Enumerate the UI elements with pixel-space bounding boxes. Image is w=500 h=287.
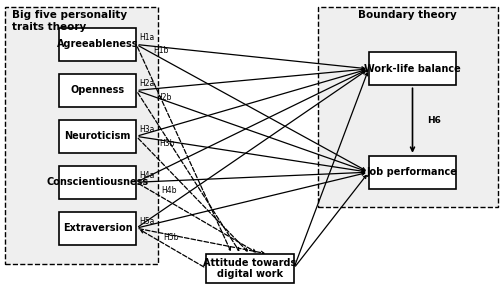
Text: H5a: H5a bbox=[139, 217, 154, 226]
Text: H1b: H1b bbox=[154, 46, 169, 55]
Text: Job performance: Job performance bbox=[367, 167, 458, 177]
Text: H3a: H3a bbox=[139, 125, 154, 134]
FancyBboxPatch shape bbox=[59, 28, 136, 61]
Text: H1a: H1a bbox=[139, 33, 154, 42]
Text: Attitude towards
digital work: Attitude towards digital work bbox=[204, 257, 296, 279]
Text: H4b: H4b bbox=[161, 186, 177, 195]
Text: Big five personality
traits theory: Big five personality traits theory bbox=[12, 10, 128, 32]
Text: Conscientiousness: Conscientiousness bbox=[46, 177, 148, 187]
FancyBboxPatch shape bbox=[59, 166, 136, 199]
Text: H6: H6 bbox=[428, 116, 442, 125]
FancyBboxPatch shape bbox=[59, 212, 136, 245]
Text: Neuroticism: Neuroticism bbox=[64, 131, 130, 141]
Text: H3b: H3b bbox=[159, 139, 174, 148]
FancyBboxPatch shape bbox=[368, 52, 456, 86]
Text: Openness: Openness bbox=[70, 86, 124, 95]
Text: H2b: H2b bbox=[156, 93, 172, 102]
FancyBboxPatch shape bbox=[368, 156, 456, 189]
Text: H5b: H5b bbox=[164, 233, 179, 242]
Text: H2a: H2a bbox=[139, 79, 154, 88]
FancyBboxPatch shape bbox=[59, 120, 136, 153]
FancyBboxPatch shape bbox=[59, 74, 136, 107]
FancyBboxPatch shape bbox=[318, 7, 498, 207]
Text: Extraversion: Extraversion bbox=[62, 223, 132, 233]
FancyBboxPatch shape bbox=[5, 7, 158, 264]
Text: Agreeableness: Agreeableness bbox=[57, 40, 138, 49]
Text: Boundary theory: Boundary theory bbox=[358, 10, 457, 20]
Text: H4a: H4a bbox=[139, 171, 154, 180]
FancyBboxPatch shape bbox=[206, 254, 294, 283]
Text: Work-life balance: Work-life balance bbox=[364, 64, 461, 74]
